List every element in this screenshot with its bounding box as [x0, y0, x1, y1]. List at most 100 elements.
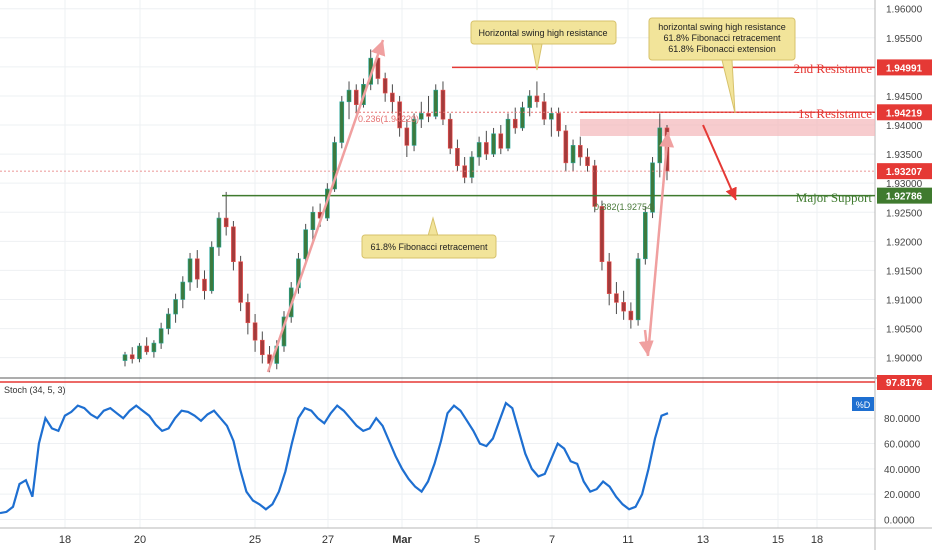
candle-body: [223, 217, 229, 228]
candle: [173, 293, 178, 323]
annotation-text-2a: horizontal swing high resistance: [658, 22, 786, 32]
candle-body: [592, 165, 598, 207]
candle-body: [484, 142, 489, 155]
trend-arrows: [266, 39, 737, 373]
candle: [166, 308, 171, 335]
candle: [476, 136, 482, 166]
candle: [599, 200, 605, 271]
price-tick-6: 1.93000: [886, 179, 923, 190]
candle: [643, 206, 648, 265]
candle-body: [476, 142, 482, 158]
candle-body: [541, 101, 547, 120]
annotation-callout-3: 61.8% Fibonacci retracement: [361, 216, 497, 259]
price-tick-9: 1.91500: [886, 266, 923, 277]
candle-body: [570, 145, 576, 164]
candle: [209, 241, 215, 294]
candle: [455, 139, 460, 172]
candle: [628, 302, 634, 329]
candle: [541, 93, 547, 126]
candle-body: [455, 147, 460, 167]
candle-body: [563, 130, 569, 164]
stochastic-title: Stoch (34, 5, 3): [4, 385, 66, 395]
candle: [382, 72, 388, 102]
candle: [397, 95, 402, 137]
candle-body: [346, 89, 352, 103]
down-spike-arrow: [638, 329, 654, 357]
time-tick-5: 5: [474, 534, 480, 546]
candle: [433, 84, 439, 120]
candle: [585, 148, 590, 172]
candle: [556, 107, 561, 137]
stoch-d-tag: %D: [852, 397, 874, 411]
candle-body: [382, 78, 388, 94]
candle-body: [614, 293, 619, 303]
candle-body: [505, 118, 511, 149]
annotation-callout-1: Horizontal swing high resistance: [470, 20, 617, 71]
candle-body: [527, 95, 532, 108]
price-tag-box: [877, 163, 932, 180]
price-tick-7: 1.92500: [886, 208, 923, 219]
price-tag-box: [877, 59, 932, 76]
candle-body: [166, 313, 171, 329]
stoch-tick-1: 60.0000: [884, 440, 921, 451]
candle: [303, 223, 308, 265]
stochastic-axis: 80.0000 60.0000 40.0000 20.0000 0.0000 97.817…: [852, 375, 932, 526]
level-label-1st-resistance: 1st Resistance: [798, 106, 872, 121]
candle: [353, 84, 359, 114]
time-tick-9: 15: [772, 534, 784, 546]
candle-body: [187, 258, 193, 283]
candle-body: [549, 113, 554, 120]
candle: [469, 151, 475, 184]
candle: [650, 157, 655, 219]
candle: [339, 95, 345, 149]
candle-body: [512, 118, 518, 129]
candle: [563, 125, 569, 172]
candle: [144, 337, 149, 355]
candle-body: [180, 281, 186, 300]
candle-body: [606, 261, 612, 294]
candle: [158, 322, 164, 349]
price-tags: 1.94991 1.94219 1.93207 1.92786: [877, 59, 932, 204]
candle-body: [173, 299, 178, 315]
price-tag-box: [877, 187, 932, 204]
candle: [498, 125, 504, 155]
price-tag-box: [877, 104, 932, 121]
candle: [404, 119, 410, 158]
time-tick-4: Mar: [392, 534, 412, 546]
time-tick-3: 27: [322, 534, 334, 546]
candle-body: [151, 342, 157, 353]
resistance-zone: [580, 119, 875, 136]
candle-body: [231, 226, 236, 262]
recovery-arrow: [646, 131, 675, 356]
stoch-tick-4: 0.0000: [884, 515, 915, 526]
candle: [534, 81, 540, 108]
time-tick-0: 18: [59, 534, 71, 546]
candle-body: [635, 258, 641, 321]
candle: [346, 81, 352, 120]
stoch-overbought-text: 97.8176: [886, 378, 923, 389]
price-tick-5: 1.93500: [886, 150, 923, 161]
candle: [527, 90, 532, 117]
candle: [606, 252, 612, 306]
price-tag-text: 1.93207: [886, 167, 923, 178]
upswing-arrow: [266, 39, 386, 373]
candle-body: [353, 89, 359, 105]
candle-body: [144, 345, 149, 353]
candle-body: [433, 89, 439, 117]
price-tick-4: 1.94000: [886, 121, 923, 132]
price-tag-1: 1.94219: [877, 104, 932, 121]
candle: [491, 127, 496, 158]
price-tick-12: 1.90000: [886, 354, 923, 365]
stoch-tick-0: 80.0000: [884, 414, 921, 425]
annotation-callout-2: horizontal swing high resistance 61.8% F…: [648, 17, 796, 114]
candle-body: [202, 278, 207, 292]
annotation-text-2c: 61.8% Fibonacci extension: [668, 44, 776, 54]
candle-body: [404, 127, 410, 146]
candle: [621, 290, 626, 320]
price-tick-3: 1.94500: [886, 92, 923, 103]
time-tick-2: 25: [249, 534, 261, 546]
candle-body: [643, 211, 648, 260]
annotation-text-3: 61.8% Fibonacci retracement: [370, 242, 488, 252]
